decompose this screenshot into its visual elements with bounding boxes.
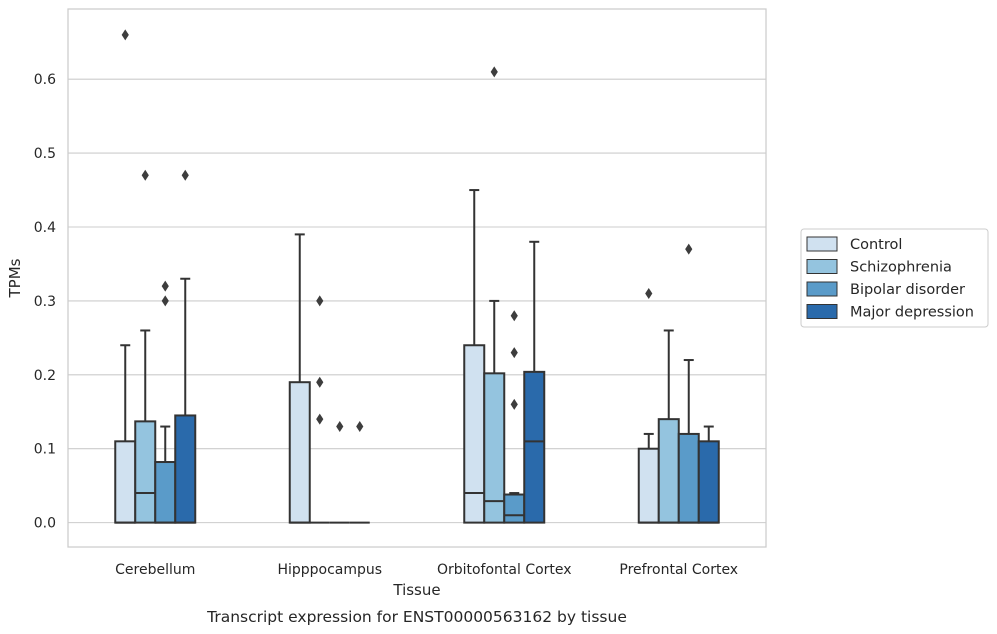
box-schizophrenia-orbitofontal-cortex (483, 66, 506, 524)
outlier-point (490, 66, 498, 78)
outlier-point (685, 243, 693, 255)
legend-label: Control (850, 237, 902, 253)
y-tick-label: 0.3 (34, 294, 56, 310)
y-tick-label: 0.0 (34, 516, 56, 532)
box-control-prefrontal-cortex (637, 288, 660, 524)
box-body (657, 418, 680, 524)
x-axis-label: Tissue (392, 581, 440, 599)
box-body (134, 420, 157, 524)
box-body (483, 372, 506, 524)
outlier-point (181, 169, 189, 181)
outlier-point (316, 413, 324, 425)
legend-label: Schizophrenia (850, 260, 952, 276)
box-schizophrenia-hipppocampus (309, 295, 330, 524)
y-tick-label: 0.2 (34, 368, 56, 384)
outlier-point (141, 169, 149, 181)
outlier-point (510, 310, 518, 322)
y-tick-label: 0.4 (34, 220, 56, 236)
outlier-point (645, 288, 653, 300)
box-body (503, 493, 526, 524)
outlier-point (161, 295, 169, 307)
y-tick-label: 0.5 (34, 146, 56, 162)
box-control-hipppocampus (288, 233, 311, 524)
box-body (697, 440, 720, 524)
y-tick-label: 0.6 (34, 72, 56, 88)
outlier-point (356, 421, 364, 433)
outlier-point (510, 347, 518, 359)
box-body (677, 432, 700, 524)
chart-caption: Transcript expression for ENST0000056316… (206, 608, 627, 626)
legend-item-schizophrenia: Schizophrenia (806, 259, 952, 276)
box-schizophrenia-cerebellum (134, 169, 157, 524)
legend-swatch (806, 281, 838, 297)
box-bipolar-disorder-hipppocampus (329, 421, 350, 524)
box-body (463, 344, 486, 524)
box-body (154, 461, 177, 524)
legend-item-control: Control (806, 236, 902, 253)
y-tick-label: 0.1 (34, 442, 56, 458)
box-major-depression-cerebellum (174, 169, 197, 524)
legend: Control Schizophrenia Bipolar disorder Majo… (800, 228, 989, 328)
box-bipolar-disorder-prefrontal-cortex (677, 243, 700, 524)
x-tick-label-hipppocampus: Hipppocampus (277, 562, 382, 578)
x-tick-label-orbitofontal-cortex: Orbitofontal Cortex (437, 562, 572, 578)
box-body (174, 414, 197, 524)
box-major-depression-hipppocampus (349, 421, 370, 524)
box-body (114, 440, 137, 524)
box-body (637, 447, 660, 524)
box-control-cerebellum (114, 29, 137, 524)
legend-label: Major depression (850, 305, 974, 321)
outlier-point (316, 295, 324, 307)
box-control-orbitofontal-cortex (463, 189, 486, 524)
x-tick-labels: Cerebellum Hipppocampus Orbitofontal Corte… (115, 562, 738, 578)
outlier-point (121, 29, 129, 41)
outlier-point (161, 280, 169, 292)
x-tick-label-cerebellum: Cerebellum (115, 562, 195, 578)
legend-frame (800, 228, 989, 328)
outlier-point (510, 398, 518, 410)
x-tick-label-prefrontal-cortex: Prefrontal Cortex (619, 562, 738, 578)
legend-label: Bipolar disorder (850, 282, 965, 298)
outlier-point (316, 376, 324, 388)
legend-swatch (806, 304, 838, 319)
boxes (114, 29, 720, 524)
legend-swatch (806, 236, 838, 252)
legend-swatch (806, 259, 838, 274)
legend-item-major-depression: Major depression (806, 304, 974, 321)
box-major-depression-prefrontal-cortex (697, 425, 720, 524)
y-axis-label: TPMs (6, 258, 24, 298)
plot-area-frame (67, 8, 767, 548)
box-body (523, 370, 546, 524)
outlier-point (336, 421, 344, 433)
box-body (288, 381, 311, 524)
legend-item-bipolar-disorder: Bipolar disorder (806, 281, 965, 298)
box-major-depression-orbitofontal-cortex (523, 240, 546, 524)
y-tick-labels: 0.0 0.1 0.2 0.3 0.4 0.5 0.6 (34, 72, 56, 531)
